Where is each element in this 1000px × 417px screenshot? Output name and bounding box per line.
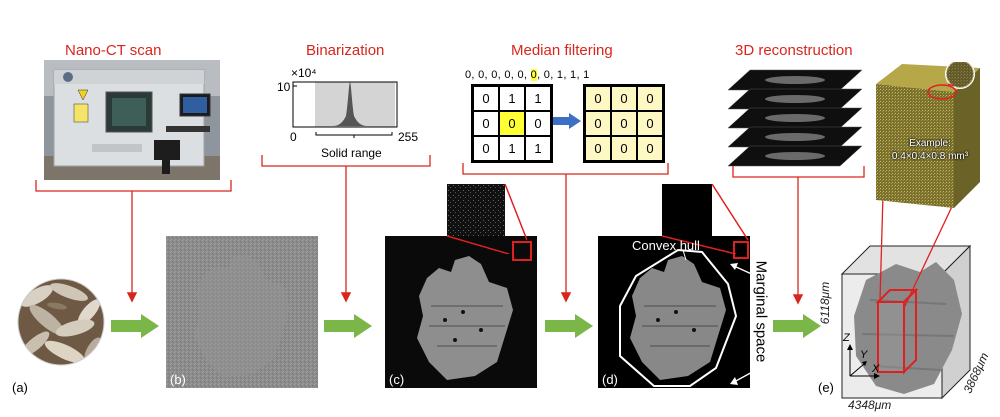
convex-hull-label: Convex hull: [632, 238, 700, 253]
sample-cube-render: [876, 62, 980, 208]
median-output-cell: 0: [637, 136, 663, 161]
binarized-zoom-inset: [447, 184, 527, 254]
median-input-cell: 1: [499, 86, 525, 111]
median-sorted-sequence: 0, 0, 0, 0, 0, 0, 0, 1, 1, 1: [465, 69, 590, 81]
histogram-x-min: 0: [290, 130, 297, 144]
green-arrow-3: [545, 314, 593, 338]
green-arrow-4: [773, 314, 821, 338]
median-output-cell: 0: [585, 111, 611, 136]
panel-label-a: (a): [12, 380, 28, 395]
axes-triad: [847, 344, 880, 379]
marginal-space-label: Marginal space: [752, 260, 770, 363]
axis-z-label: Z: [843, 332, 850, 344]
raw-ct-slice: [166, 236, 318, 388]
panel-label-d: (d): [602, 372, 618, 387]
median-input-cell: 0: [499, 111, 525, 136]
dimension-height: 6118μm: [818, 281, 832, 325]
dimension-width: 4348μm: [848, 398, 892, 412]
slice-stack: [728, 69, 862, 167]
median-output-cell: 0: [585, 86, 611, 111]
convex-hull-outline: [619, 248, 738, 387]
green-arrow-2: [324, 314, 372, 338]
histogram-y-tick: 10: [277, 80, 291, 94]
panel-label-b: (b): [170, 372, 186, 387]
title-3d-reconstruction: 3D reconstruction: [735, 42, 853, 59]
median-input-cell: 0: [473, 111, 499, 136]
reconstructed-volume: [840, 244, 972, 400]
title-nanoct-scan: Nano-CT scan: [65, 42, 162, 59]
example-size-label: Example: 0.4×0.4×0.8 mm³: [880, 137, 980, 163]
histogram-x-max: 255: [398, 130, 419, 144]
axis-y-label: Y: [860, 349, 868, 361]
marginal-space-arrows: [730, 263, 757, 385]
binarized-slice: [385, 236, 537, 388]
sequence-suffix: , 0, 1, 1, 1: [537, 69, 590, 81]
axis-x-label: X: [872, 363, 880, 375]
median-input-cell: 0: [473, 86, 499, 111]
histogram-plot: [292, 81, 398, 138]
title-binarization: Binarization: [306, 42, 385, 59]
median-output-cell: 0: [637, 111, 663, 136]
median-input-cell: 1: [525, 136, 551, 161]
median-output-cell: 0: [611, 136, 637, 161]
filtered-slice: [598, 236, 750, 388]
example-label-line2: 0.4×0.4×0.8 mm³: [891, 151, 969, 162]
sequence-prefix: 0, 0, 0, 0, 0,: [465, 69, 531, 81]
example-label-line1: Example:: [909, 138, 951, 149]
median-process-arrow: [553, 113, 581, 129]
panel-label-e: (e): [818, 380, 834, 395]
histogram-range-label: Solid range: [321, 146, 382, 160]
nanoct-scanner-photo: [44, 60, 220, 180]
median-input-cell: 1: [525, 86, 551, 111]
median-input-cell: 1: [499, 136, 525, 161]
green-arrow-1: [111, 314, 159, 338]
median-input-cell: 0: [473, 136, 499, 161]
sample-chips-photo: [17, 278, 105, 366]
median-output-cell: 0: [611, 111, 637, 136]
median-output-cell: 0: [637, 86, 663, 111]
title-median-filtering: Median filtering: [511, 42, 613, 59]
histogram-exponent-label: ×10⁴: [291, 66, 317, 80]
sequence-median-value: 0: [530, 69, 538, 81]
median-output-cell: 0: [611, 86, 637, 111]
panel-label-c: (c): [389, 372, 405, 387]
filtered-zoom-inset: [662, 184, 749, 254]
median-output-cell: 0: [585, 136, 611, 161]
median-input-cell: 0: [525, 111, 551, 136]
